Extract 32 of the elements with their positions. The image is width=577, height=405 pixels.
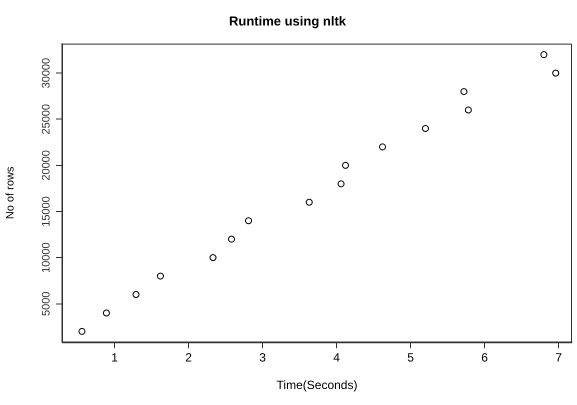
point <box>464 106 472 114</box>
point <box>540 51 548 58</box>
y-tick-label: 30000 <box>40 58 53 88</box>
point <box>132 291 140 298</box>
point <box>379 143 386 150</box>
y-tick-label: 5000 <box>40 292 53 316</box>
x-axis-title: Time(Seconds) <box>276 378 358 392</box>
y-tick-label: 20000 <box>40 150 53 181</box>
point <box>156 272 164 280</box>
y-axis-title: No of rows <box>4 166 17 220</box>
point <box>228 236 236 243</box>
point <box>460 88 468 96</box>
x-tick-label: 7 <box>555 350 562 365</box>
x-tick-label: 2 <box>185 350 192 365</box>
point <box>422 124 429 132</box>
y-tick-label: 25000 <box>40 104 53 135</box>
point <box>342 162 349 169</box>
point <box>102 309 110 316</box>
chart-title: Runtime using nltk <box>229 13 347 28</box>
point <box>306 198 313 206</box>
x-tick-label: 1 <box>111 350 118 365</box>
point <box>78 328 86 335</box>
point <box>338 180 345 188</box>
point <box>552 70 560 77</box>
y-tick-label: 10000 <box>40 242 53 273</box>
x-tick-label: 6 <box>481 350 488 365</box>
x-tick-label: 5 <box>407 350 414 365</box>
x-tick-label: 4 <box>333 350 340 365</box>
point <box>210 254 216 262</box>
point <box>245 217 252 224</box>
x-tick-label: 3 <box>259 350 266 365</box>
y-tick-label: 15000 <box>40 196 53 227</box>
